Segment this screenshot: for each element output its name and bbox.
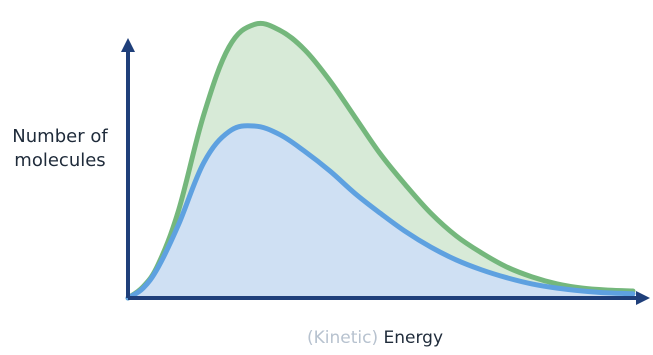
series-2-line — [125, 123, 636, 301]
series-2-area — [128, 125, 633, 298]
x-axis-label: (Kinetic) Energy — [250, 328, 500, 348]
y-axis-label-line2: molecules — [14, 150, 106, 171]
x-axis-label-prefix: (Kinetic) — [306, 328, 379, 348]
y-axis-arrow — [121, 38, 135, 52]
series-1-line — [125, 20, 636, 301]
x-axis-label-main: Energy — [383, 328, 444, 348]
x-axis-arrow — [636, 291, 650, 305]
y-axis-label-line1: Number of — [12, 126, 108, 147]
y-axis-label: Number of molecules — [8, 125, 112, 173]
